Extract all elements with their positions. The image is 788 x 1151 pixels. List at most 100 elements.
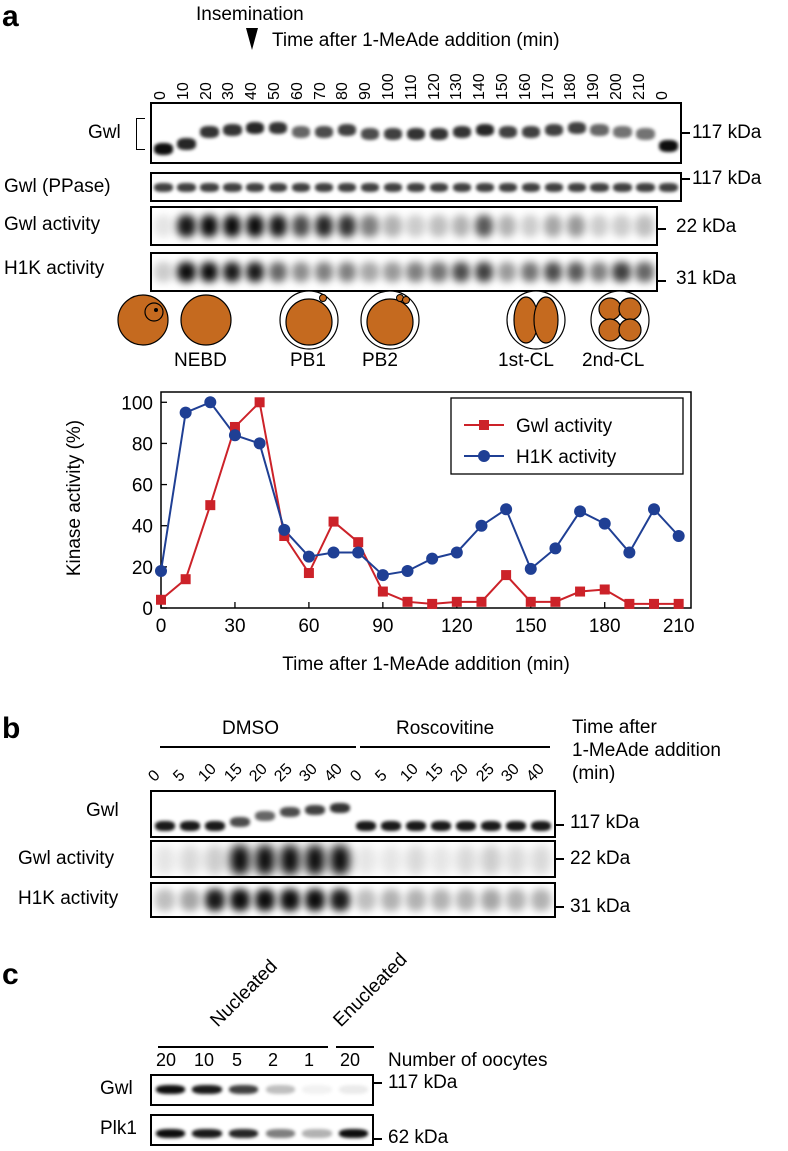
blot-band [245,215,265,237]
data-point [574,505,587,518]
group-line-roscovitine [360,746,550,748]
blot-band [314,126,334,138]
blot-band [380,845,401,875]
data-point [155,564,167,577]
x-tick-label: 150 [515,616,547,637]
blot-band [229,889,250,911]
blot-band [383,128,403,140]
blot-band [200,262,219,282]
blot-band [452,215,471,237]
blot-band [200,215,219,237]
lane-label: 110 [402,74,420,100]
legend-circle-icon [478,450,490,462]
kinase-activity-chart: 0 30 60 90 120 150 180 210 0 20 40 60 80 100 Time aft… [64,391,695,675]
gwl-blot-c [150,1074,374,1106]
blot-band [154,262,173,282]
series-markers [155,396,685,609]
lane-label: 70 [311,82,329,100]
blot-band [497,215,517,237]
lane-label: 0 [653,91,671,100]
group-line-enucleated [336,1046,374,1048]
row-label-gwl-c: Gwl [100,1078,133,1099]
data-point [303,568,314,579]
blot-band [155,1084,185,1094]
data-point [524,562,537,575]
blot-band [314,182,334,192]
row-label-gwl-activity-a: Gwl activity [4,214,101,235]
blot-band [179,821,200,831]
lane-label: 10 [397,760,422,786]
blot-band [475,182,495,192]
data-point [550,596,561,607]
data-point [327,546,340,559]
data-point [376,569,389,582]
lane-label: 140 [471,73,489,100]
lane-label: 20 [197,82,215,100]
lane-label: 25 [271,760,296,786]
blot-band [406,182,426,192]
kda-h1k-activity-a: 31 kDa [676,268,737,289]
blot-band [192,1084,222,1094]
kda-gwl-b: 117 kDa [570,812,640,833]
lane-label: 10 [195,760,221,786]
gwl-bracket [136,118,145,150]
x-tick-label: 0 [156,616,167,637]
blot-band [291,262,311,282]
blot-band [497,262,517,282]
gwl-activity-blot-a [150,206,658,246]
blot-band [405,889,426,911]
kda-gwl-ppase: 117 kDa [692,168,762,189]
lane-label: 40 [243,82,261,100]
lane-label: 10 [194,1050,215,1070]
h1k-activity-blot-b [150,882,556,918]
data-point [180,574,191,585]
lane-label: 40 [321,760,347,786]
blot-band [269,182,288,192]
blot-band [506,889,527,911]
blot-band [481,845,502,875]
blot-band [429,262,448,282]
data-point [598,517,611,530]
kda-plk1-c: 62 kDa [388,1127,449,1148]
panel-letter-b: b [2,712,21,745]
blot-band [544,124,563,136]
data-point [624,598,635,609]
blot-band [659,182,678,192]
blot-band [589,215,608,237]
blot-band [330,845,351,875]
lane-label: 5 [372,766,391,786]
blot-band [406,215,425,237]
x-tick-label: 210 [663,616,695,637]
blot-band [292,126,311,138]
blot-band [360,128,380,140]
lane-label: 0 [346,766,366,786]
blot-band [636,182,655,192]
data-point [229,421,240,432]
time-header-b-line1: Time after [572,717,657,738]
x-tick-label: 180 [589,616,621,637]
stage-nebd: NEBD [174,350,227,371]
kda-gwl-activity-b: 22 kDa [570,848,631,869]
data-point [278,523,291,536]
kda-gwl-activity-a: 22 kDa [676,216,737,237]
panel-letter-c: c [2,958,19,991]
data-point [228,429,241,442]
blot-band [380,821,401,831]
data-point [204,396,217,409]
blot-band [337,215,356,237]
lane-label: 80 [334,82,352,100]
blot-band [531,889,552,911]
blot-band [360,262,379,282]
gwl-activity-blot-b [150,840,556,878]
group-enucleated: Enucleated [329,949,412,1032]
blot-band [430,845,451,875]
data-point [302,550,315,563]
lane-label: 200 [608,73,625,100]
data-point [623,546,636,559]
legend-label-h1k: H1K activity [516,447,617,468]
blot-band [429,182,449,192]
blot-band [154,182,173,192]
blot-band [498,182,517,192]
blot-band [245,262,265,282]
blot-band [229,845,250,875]
